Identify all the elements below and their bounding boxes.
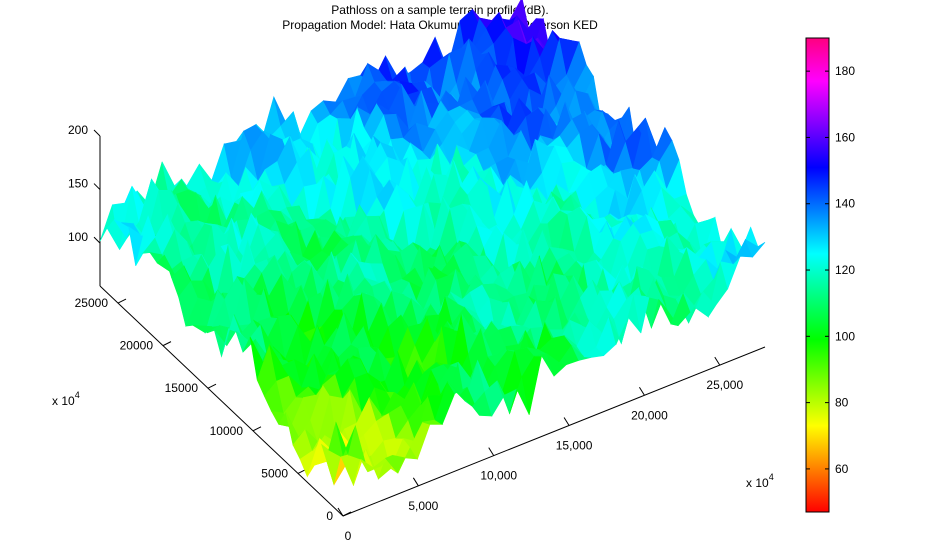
x-tick-label: 20,000: [631, 408, 668, 422]
z-tick-mark: [93, 236, 101, 244]
z-tick-mark: [93, 129, 101, 137]
y-tick-label: 25000: [75, 296, 109, 310]
colorbar-tick-label: 120: [835, 263, 855, 277]
x-tick-mark: [488, 447, 495, 456]
y-tick-label: 10000: [210, 424, 244, 438]
x-tick-label: 10,000: [480, 469, 517, 483]
y-tick-label: 5000: [261, 466, 288, 480]
colorbar-tick-label: 180: [835, 64, 855, 78]
colorbar-tick-label: 100: [835, 329, 855, 343]
y-tick-mark: [162, 341, 172, 347]
colorbar-tick-label: 60: [835, 462, 849, 476]
x-tick-label: 0: [345, 529, 352, 543]
y-exponent-label: x 104: [52, 390, 80, 408]
colorbar-tick-label: 80: [835, 396, 849, 410]
z-tick-mark: [93, 183, 101, 190]
y-axis-line: [99, 285, 344, 517]
z-tick-label: 100: [68, 230, 88, 244]
y-exponent-label-exponent: 4: [75, 390, 80, 400]
axes-layer: [93, 129, 766, 517]
colorbar-ticks: 60 80 100 120 140 160 180: [806, 64, 855, 476]
x-tick-label: 25,000: [706, 378, 743, 392]
y-tick-mark: [117, 298, 127, 304]
y-tick-mark: [342, 511, 352, 517]
y-tick-label: 0: [326, 509, 333, 523]
terrain-surface: [99, 0, 766, 487]
y-tick-label: 15000: [165, 381, 199, 395]
colorbar-tick-label: 140: [835, 197, 855, 211]
x-tick-label: 15,000: [556, 438, 593, 452]
surface-patch: [744, 238, 766, 258]
x-axis-line: [342, 346, 766, 517]
y-tick-label: 20000: [120, 339, 154, 353]
y-tick-mark: [207, 383, 217, 389]
axis-labels: 0 5,000 10,000 15,000 20,000 25,000 0 5000 10000…: [52, 123, 774, 543]
x-tick-mark: [412, 477, 419, 487]
z-tick-label: 200: [68, 123, 88, 137]
colorbar-gradient: [805, 37, 830, 513]
chart-title: Pathloss on a sample terrain profile (dB…: [331, 3, 549, 17]
z-tick-label: 150: [68, 177, 88, 191]
y-tick-mark: [252, 426, 262, 432]
x-exponent-label-exponent: 4: [769, 472, 774, 482]
x-exponent-label: x 104: [746, 472, 774, 490]
colorbar: 60 80 100 120 140 160 180: [805, 37, 855, 513]
x-tick-mark: [563, 417, 570, 426]
x-tick-mark: [714, 356, 721, 366]
x-tick-mark: [639, 387, 645, 396]
x-tick-mark: [337, 507, 344, 517]
x-tick-label: 5,000: [408, 499, 438, 513]
colorbar-tick-label: 160: [835, 130, 855, 144]
